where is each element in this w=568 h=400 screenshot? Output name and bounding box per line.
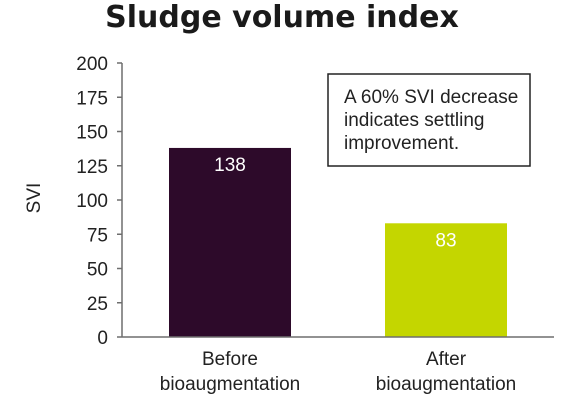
chart-title: Sludge volume index (105, 0, 459, 35)
y-tick-label: 200 (76, 54, 108, 75)
x-tick-label: bioaugmentation (376, 374, 517, 395)
y-tick-label: 25 (87, 294, 108, 315)
bar-data-label: 138 (214, 155, 246, 176)
x-tick-label: Before (202, 349, 258, 370)
x-axis: Before bioaugmentation After bioaugmentatio… (122, 336, 554, 395)
annotation-frame (327, 73, 531, 167)
y-tick-label: 125 (76, 157, 108, 178)
annotation-line-1: A 60% SVI decrease (344, 87, 518, 108)
y-axis: 0 25 50 75 100 125 150 175 200 (76, 54, 123, 349)
annotation-line-3: improvement. (344, 133, 459, 154)
bar (385, 223, 507, 337)
bar-data-label: 83 (435, 230, 456, 251)
y-tick-label: 50 (87, 260, 108, 281)
x-tick-label: bioaugmentation (160, 374, 301, 395)
y-tick-label: 75 (87, 225, 108, 246)
y-axis-label: SVI (24, 183, 45, 214)
x-tick-label: After (426, 349, 467, 370)
annotation-box: A 60% SVI decrease indicates settling im… (327, 73, 531, 167)
y-tick-label: 175 (76, 88, 108, 109)
bar (169, 147, 291, 337)
annotation-line-2: indicates settling (344, 110, 484, 131)
y-tick-label: 0 (97, 328, 108, 349)
y-tick-label: 100 (76, 191, 108, 212)
y-tick-label: 150 (76, 123, 108, 144)
bars: 138 83 (169, 147, 507, 337)
